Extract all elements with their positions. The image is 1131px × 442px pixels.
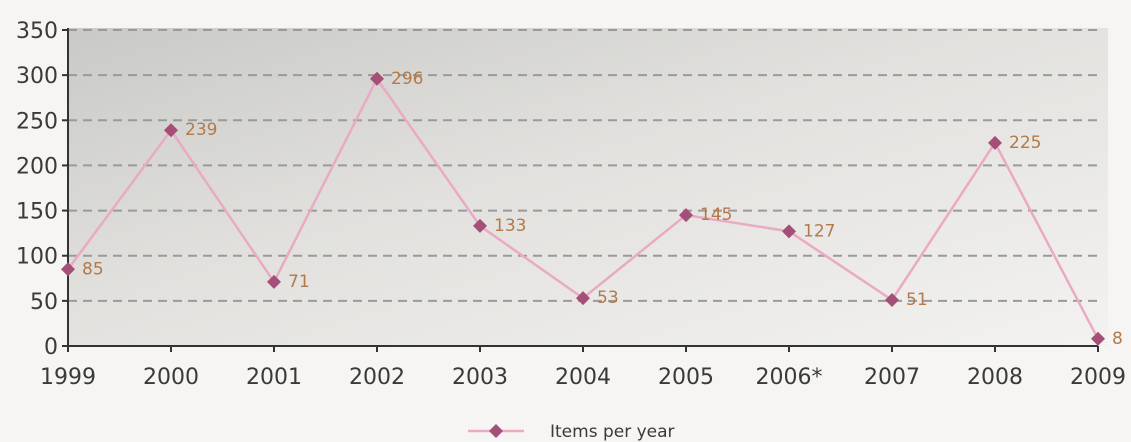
data-label: 296 [391,69,423,89]
data-point-marker [1091,331,1105,346]
y-tick-label: 150 [16,200,58,225]
x-tick-label: 2001 [246,365,302,390]
x-tick-label: 2007 [864,365,920,390]
series-markers [61,71,1105,346]
data-point-marker [576,291,590,306]
legend: Items per year [468,422,675,442]
x-tick-label: 2008 [967,365,1023,390]
data-point-marker [885,292,899,307]
y-tick-label: 350 [16,19,58,44]
data-label: 239 [185,120,217,140]
data-label: 85 [82,259,104,279]
y-tick-label: 0 [44,335,58,360]
data-point-marker [473,218,487,233]
data-label: 53 [597,288,619,308]
data-point-marker [679,208,693,223]
x-tick-label: 2006* [756,365,823,390]
axes [67,28,1099,352]
y-tick-label: 200 [16,154,58,179]
legend-diamond-marker-icon [489,424,503,438]
data-label: 133 [494,216,526,236]
y-axis-tick-labels: 0 50 100 150 200 250 300 350 [16,19,58,360]
x-tick-label: 2005 [658,365,714,390]
legend-label-items-per-year: Items per year [550,422,675,442]
data-label: 8 [1112,329,1123,349]
y-tick-label: 50 [30,290,58,315]
data-label: 51 [906,290,928,310]
x-tick-label: 2009 [1070,365,1126,390]
x-tick-label: 2000 [143,365,199,390]
x-tick-label: 2004 [555,365,611,390]
data-point-marker [988,135,1002,150]
data-point-marker [61,262,75,277]
data-point-marker [267,274,281,289]
x-tick-label: 2002 [349,365,405,390]
y-tick-label: 300 [16,64,58,89]
data-label: 127 [803,221,835,241]
data-label: 225 [1009,133,1041,153]
data-point-marker [164,123,178,138]
x-tick-label: 1999 [40,365,96,390]
y-tick-label: 250 [16,109,58,134]
y-tick-label: 100 [16,245,58,270]
data-point-marker [370,71,384,86]
data-labels: 85 239 71 296 133 53 145 127 51 225 8 [82,69,1123,349]
data-point-marker [782,224,796,239]
x-tick-label: 2003 [452,365,508,390]
data-label: 71 [288,272,310,292]
data-label: 145 [700,205,732,225]
x-axis-tick-labels: 1999 2000 2001 2002 2003 2004 2005 2006* 2007 200… [40,365,1126,390]
